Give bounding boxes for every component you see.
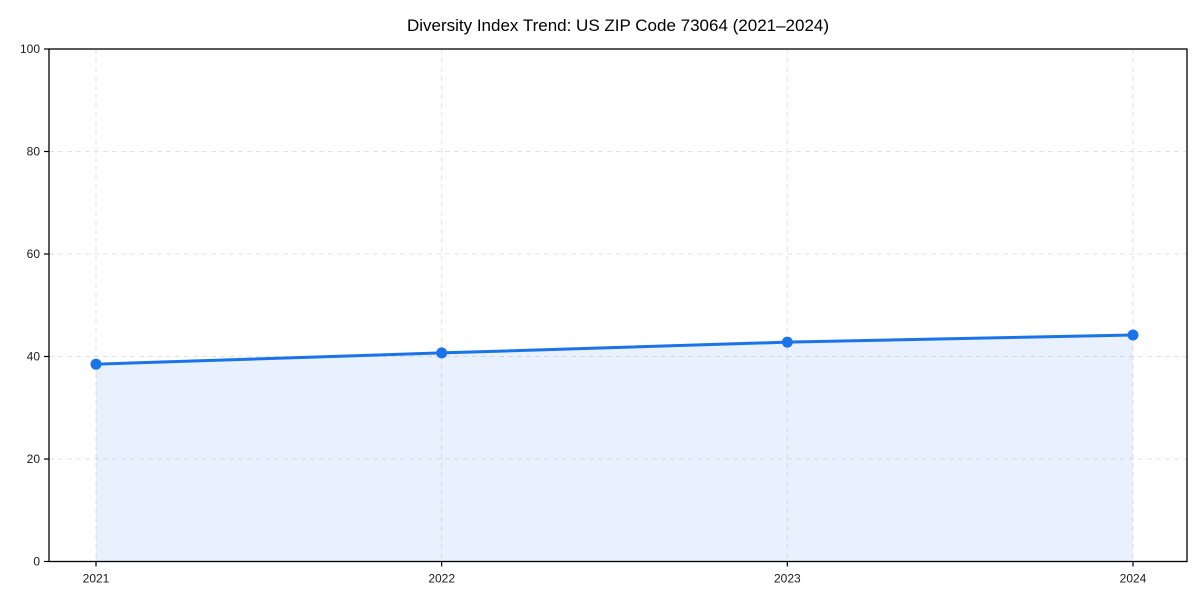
x-tick-label: 2022 — [428, 572, 455, 586]
data-point-marker — [781, 336, 793, 348]
y-tick-label: 20 — [27, 452, 41, 466]
tick-labels-layer: 0 20 40 60 80 100 2021 2022 2023 2024 — [20, 42, 1147, 586]
y-tick-label: 100 — [20, 42, 40, 56]
axes-layer — [44, 48, 1188, 567]
y-tick-label: 60 — [27, 247, 41, 261]
x-tick-label: 2024 — [1120, 572, 1147, 586]
data-point-marker — [1127, 329, 1139, 341]
x-tick-label: 2021 — [83, 572, 110, 586]
data-point-marker — [436, 347, 448, 359]
x-tick-label: 2023 — [774, 572, 801, 586]
trend-line — [94, 333, 1135, 366]
area-fill-layer — [96, 334, 1133, 562]
trend-line-layer — [94, 333, 1135, 366]
y-tick-label: 0 — [33, 555, 40, 569]
plot-spines — [48, 48, 1188, 563]
area-fill — [96, 334, 1133, 562]
data-point-marker — [90, 358, 102, 370]
y-tick-label: 40 — [27, 350, 41, 364]
chart-title: Diversity Index Trend: US ZIP Code 73064… — [407, 16, 829, 35]
data-points-layer — [90, 329, 1139, 370]
y-tick-label: 80 — [27, 145, 41, 159]
